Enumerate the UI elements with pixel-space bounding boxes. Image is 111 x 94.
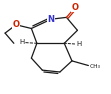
- Text: O: O: [72, 3, 79, 12]
- Text: CH₃: CH₃: [89, 64, 100, 69]
- Text: H: H: [76, 41, 81, 47]
- Text: N: N: [48, 15, 55, 24]
- Text: H: H: [19, 39, 24, 45]
- Text: O: O: [13, 20, 20, 29]
